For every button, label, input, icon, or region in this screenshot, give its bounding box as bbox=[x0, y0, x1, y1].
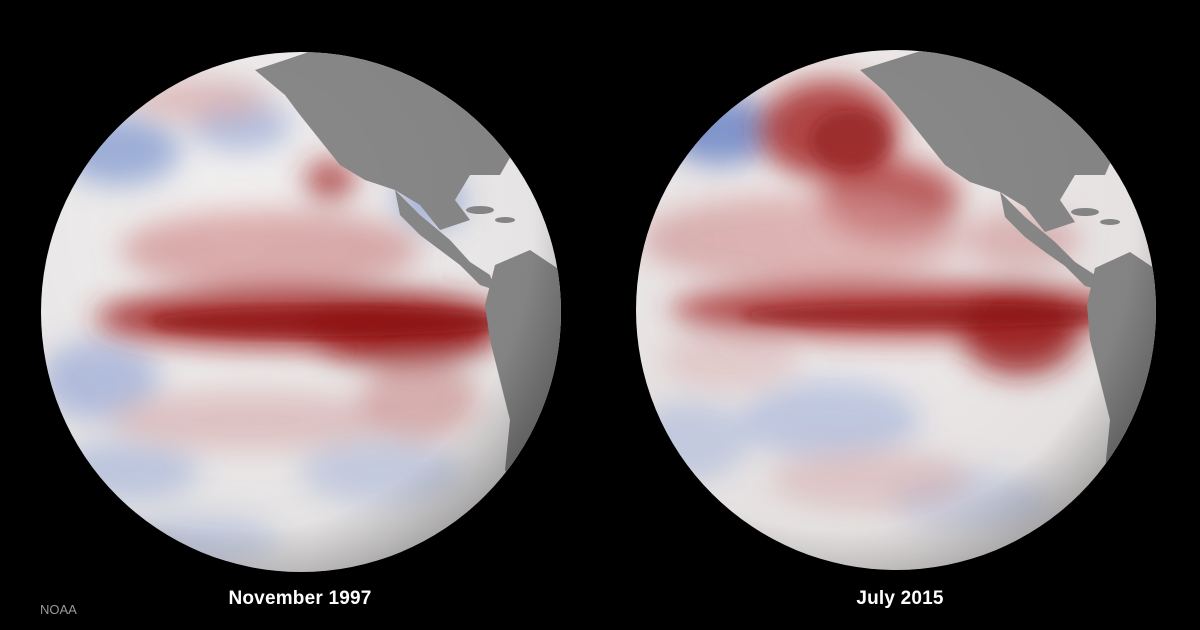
globe-shading bbox=[636, 50, 1156, 570]
globe-july-2015 bbox=[636, 50, 1156, 570]
globe-november-1997 bbox=[41, 52, 561, 572]
image-credit: NOAA bbox=[40, 602, 77, 617]
globe-caption-right: July 2015 bbox=[856, 588, 944, 609]
globe-caption-left: November 1997 bbox=[228, 588, 372, 609]
globe-shading bbox=[41, 52, 561, 572]
